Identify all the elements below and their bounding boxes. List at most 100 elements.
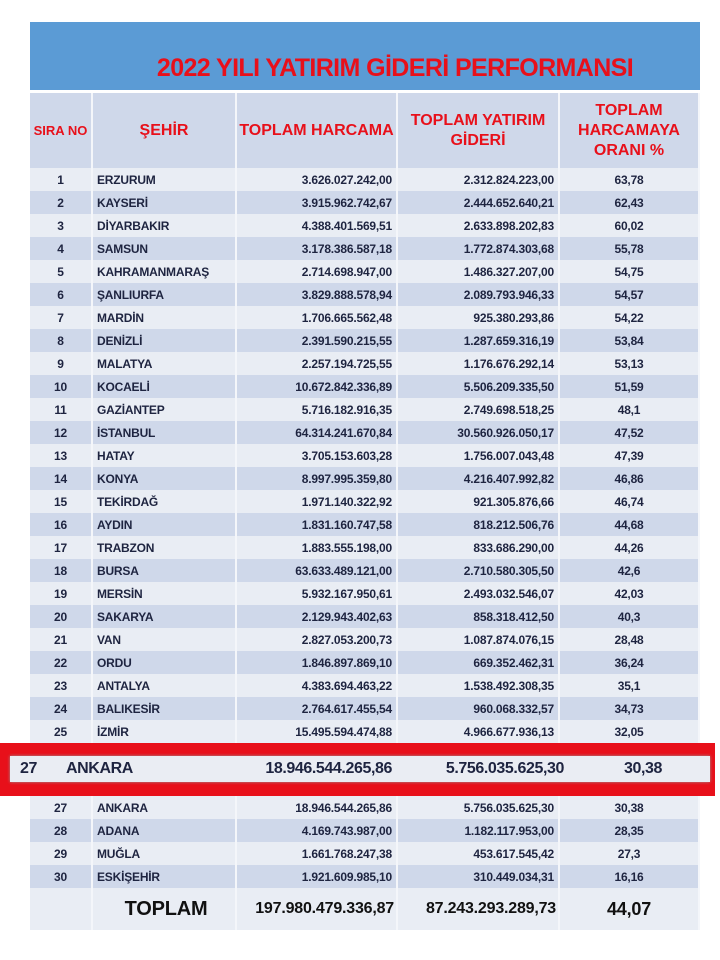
cell-sira-no: 24 [30, 697, 93, 720]
table-row: 24 BALIKESİR 2.764.617.455,54 960.068.332,5… [30, 697, 700, 720]
cell-toplam-yatirim-gideri: 2.493.032.546,07 [398, 582, 560, 605]
cell-toplam-yatirim-gideri: 1.772.874.303,68 [398, 237, 560, 260]
highlight-oran: 30,38 [623, 760, 662, 777]
table-row: 15 TEKİRDAĞ 1.971.140.322,92 921.305.876,66… [30, 490, 700, 513]
table-row: 3 DİYARBAKIR 4.388.401.569,51 2.633.898.202… [30, 214, 700, 237]
cell-oran: 28,35 [560, 819, 700, 842]
cell-toplam-harcama: 1.921.609.985,10 [237, 865, 398, 888]
cell-sehir: VAN [93, 628, 237, 651]
cell-sehir: ESKİŞEHİR [93, 865, 237, 888]
cell-sehir: DENİZLİ [93, 329, 237, 352]
cell-sira-no: 4 [30, 237, 93, 260]
cell-toplam-yatirim-gideri: 1.087.874.076,15 [398, 628, 560, 651]
cell-toplam-yatirim-gideri: 310.449.034,31 [398, 865, 560, 888]
highlighted-row-ankara: 27 ANKARA 18.946.544.265,86 5.756.035.62… [10, 756, 710, 782]
cell-toplam-yatirim-gideri: 2.749.698.518,25 [398, 398, 560, 421]
cell-toplam-harcama: 5.716.182.916,35 [237, 398, 398, 421]
table-row: 27 ANKARA 18.946.544.265,86 5.756.035.625,3… [30, 796, 700, 819]
header-row: SIRA NO ŞEHİR TOPLAM HARCAMA TOPLAM YATI… [30, 93, 700, 168]
table-row: 19 MERSİN 5.932.167.950,61 2.493.032.546,07… [30, 582, 700, 605]
cell-sehir: BALIKESİR [93, 697, 237, 720]
total-harcama: 197.980.479.336,87 [237, 888, 398, 930]
cell-oran: 53,84 [560, 329, 700, 352]
cell-toplam-harcama: 63.633.489.121,00 [237, 559, 398, 582]
cell-sira-no: 21 [30, 628, 93, 651]
cell-sira-no: 10 [30, 375, 93, 398]
header-oran: TOPLAM HARCAMAYA ORANI % [560, 93, 700, 168]
cell-toplam-harcama: 3.829.888.578,94 [237, 283, 398, 306]
cell-toplam-yatirim-gideri: 2.444.652.640,21 [398, 191, 560, 214]
cell-sehir: İSTANBUL [93, 421, 237, 444]
cell-toplam-harcama: 3.915.962.742,67 [237, 191, 398, 214]
table-row: 5 KAHRAMANMARAŞ 2.714.698.947,00 1.486.327.… [30, 260, 700, 283]
cell-toplam-harcama: 5.932.167.950,61 [237, 582, 398, 605]
total-label: TOPLAM [93, 888, 237, 930]
header-sira-no: SIRA NO [30, 93, 93, 168]
cell-toplam-harcama: 2.257.194.725,55 [237, 352, 398, 375]
cell-oran: 28,48 [560, 628, 700, 651]
cell-oran: 42,6 [560, 559, 700, 582]
page-title: 2022 YILI YATIRIM GİDERİ PERFORMANSI [156, 54, 634, 82]
cell-toplam-yatirim-gideri: 453.617.545,42 [398, 842, 560, 865]
cell-toplam-harcama: 1.831.160.747,58 [237, 513, 398, 536]
table-row: 11 GAZİANTEP 5.716.182.916,35 2.749.698.518… [30, 398, 700, 421]
cell-oran: 44,68 [560, 513, 700, 536]
table-row: 1 ERZURUM 3.626.027.242,00 2.312.824.223,00… [30, 168, 700, 191]
cell-toplam-yatirim-gideri: 2.633.898.202,83 [398, 214, 560, 237]
cell-toplam-yatirim-gideri: 30.560.926.050,17 [398, 421, 560, 444]
cell-toplam-yatirim-gideri: 1.756.007.043,48 [398, 444, 560, 467]
cell-sira-no: 3 [30, 214, 93, 237]
cell-toplam-yatirim-gideri: 2.312.824.223,00 [398, 168, 560, 191]
cell-toplam-harcama: 3.626.027.242,00 [237, 168, 398, 191]
cell-toplam-harcama: 18.946.544.265,86 [237, 796, 398, 819]
cell-toplam-yatirim-gideri: 833.686.290,00 [398, 536, 560, 559]
cell-oran: 44,26 [560, 536, 700, 559]
cell-sira-no: 30 [30, 865, 93, 888]
cell-toplam-yatirim-gideri: 2.089.793.946,33 [398, 283, 560, 306]
cell-toplam-yatirim-gideri: 1.182.117.953,00 [398, 819, 560, 842]
cell-sehir: ANTALYA [93, 674, 237, 697]
cell-sira-no: 22 [30, 651, 93, 674]
cell-oran: 46,74 [560, 490, 700, 513]
cell-sehir: MERSİN [93, 582, 237, 605]
cell-oran: 51,59 [560, 375, 700, 398]
cell-toplam-yatirim-gideri: 1.176.676.292,14 [398, 352, 560, 375]
table-row: 7 MARDİN 1.706.665.562,48 925.380.293,86 54,… [30, 306, 700, 329]
performance-sheet: 2022 YILI YATIRIM GİDERİ PERFORMANSI SIR… [30, 22, 700, 930]
cell-oran: 30,38 [560, 796, 700, 819]
cell-sehir: SAMSUN [93, 237, 237, 260]
total-yatirim: 87.243.293.289,73 [398, 888, 560, 930]
cell-toplam-yatirim-gideri: 4.966.677.936,13 [398, 720, 560, 743]
table-row: 9 MALATYA 2.257.194.725,55 1.176.676.292,14… [30, 352, 700, 375]
cell-sira-no: 23 [30, 674, 93, 697]
cell-toplam-harcama: 2.129.943.402,63 [237, 605, 398, 628]
cell-sehir: TRABZON [93, 536, 237, 559]
table-row: 17 TRABZON 1.883.555.198,00 833.686.290,00 4… [30, 536, 700, 559]
cell-sira-no: 18 [30, 559, 93, 582]
table-row: 30 ESKİŞEHİR 1.921.609.985,10 310.449.034,3… [30, 865, 700, 888]
cell-oran: 55,78 [560, 237, 700, 260]
cell-toplam-yatirim-gideri: 818.212.506,76 [398, 513, 560, 536]
cell-sira-no: 25 [30, 720, 93, 743]
cell-sira-no: 28 [30, 819, 93, 842]
cell-sira-no: 19 [30, 582, 93, 605]
cell-sehir: BURSA [93, 559, 237, 582]
highlight-harcama: 18.946.544.265,86 [265, 760, 392, 777]
header-toplam-yatirim-gideri: TOPLAM YATIRIM GİDERİ [398, 93, 560, 168]
cell-sira-no: 7 [30, 306, 93, 329]
cell-oran: 40,3 [560, 605, 700, 628]
cell-sira-no: 5 [30, 260, 93, 283]
highlight-sira-no: 27 [20, 760, 37, 777]
cell-toplam-harcama: 3.178.386.587,18 [237, 237, 398, 260]
cell-sira-no: 13 [30, 444, 93, 467]
cell-sira-no: 16 [30, 513, 93, 536]
cell-sehir: KONYA [93, 467, 237, 490]
cell-toplam-harcama: 4.388.401.569,51 [237, 214, 398, 237]
cell-toplam-yatirim-gideri: 5.506.209.335,50 [398, 375, 560, 398]
cell-oran: 54,75 [560, 260, 700, 283]
table-row: 13 HATAY 3.705.153.603,28 1.756.007.043,48 4… [30, 444, 700, 467]
table-row: 10 KOCAELİ 10.672.842.336,89 5.506.209.335,… [30, 375, 700, 398]
cell-oran: 63,78 [560, 168, 700, 191]
cell-sehir: ADANA [93, 819, 237, 842]
cell-toplam-harcama: 64.314.241.670,84 [237, 421, 398, 444]
